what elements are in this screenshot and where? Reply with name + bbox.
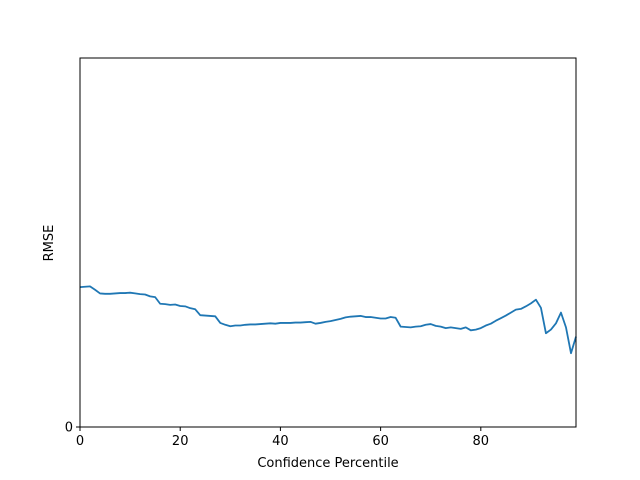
x-tick-label: 60 <box>372 434 389 449</box>
plot-area <box>80 58 576 427</box>
series-line-0 <box>79 285 577 355</box>
x-tick-label: 80 <box>473 434 490 449</box>
x-tick-label: 20 <box>172 434 189 449</box>
y-axis-ticks: 0 <box>65 421 80 436</box>
y-tick-label: 0 <box>65 421 73 436</box>
x-axis-ticks: 0 20 40 60 80 <box>76 427 489 449</box>
plot-frame <box>79 57 577 428</box>
x-axis-label: Confidence Percentile <box>257 456 398 471</box>
x-tick-label: 40 <box>272 434 289 449</box>
x-tick-label: 0 <box>76 434 84 449</box>
series-layer <box>79 285 577 355</box>
y-axis-label: RMSE <box>42 225 57 262</box>
